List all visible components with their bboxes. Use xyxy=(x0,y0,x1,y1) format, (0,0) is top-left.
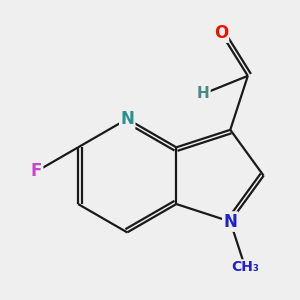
Text: N: N xyxy=(224,213,237,231)
Text: O: O xyxy=(214,24,228,42)
Text: H: H xyxy=(197,86,209,101)
Text: CH₃: CH₃ xyxy=(231,260,259,274)
Text: N: N xyxy=(120,110,134,128)
Text: F: F xyxy=(31,162,42,180)
